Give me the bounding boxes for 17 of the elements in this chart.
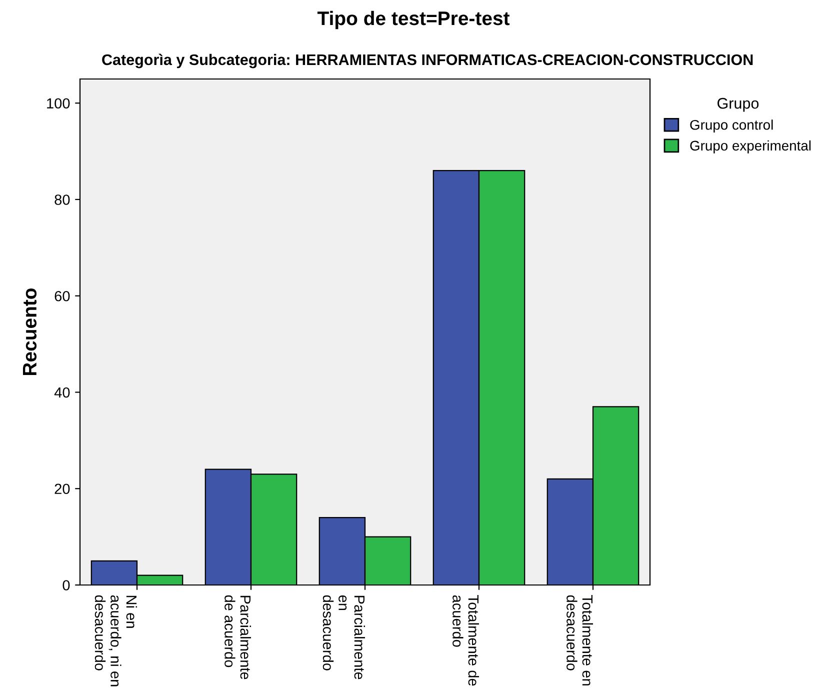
legend-title: Grupo — [718, 98, 759, 112]
x-tick-label: Totalmente de acuerdo — [452, 595, 479, 686]
chart-subtitle: Categorìa y Subcategoria: HERRAMIENTAS INFORMATICAS-CREACION-CONSTRUCCION — [102, 54, 753, 68]
x-tick-label: Ni en acuerdo, ni en desacuerdo — [94, 595, 137, 686]
chart-title: Tipo de test=Pre-test — [317, 10, 510, 30]
y-axis-title: Recuento — [22, 288, 37, 375]
y-tick-label: 0 — [62, 580, 70, 590]
x-tick-label: Totalmente en desacuerdo — [566, 595, 593, 686]
x-tick-label: Parcialmente de acuerdo — [224, 595, 251, 680]
legend-label: Grupo control — [690, 120, 773, 133]
legend-label: Grupo experimental — [690, 140, 811, 154]
x-tick-label: Parcialmente en desacuerdo — [322, 595, 365, 680]
y-tick-label: 80 — [54, 194, 70, 205]
y-tick-label: 60 — [54, 290, 70, 302]
y-tick-label: 20 — [54, 484, 70, 494]
y-tick-label: 100 — [47, 98, 70, 109]
y-tick-label: 40 — [54, 387, 70, 398]
